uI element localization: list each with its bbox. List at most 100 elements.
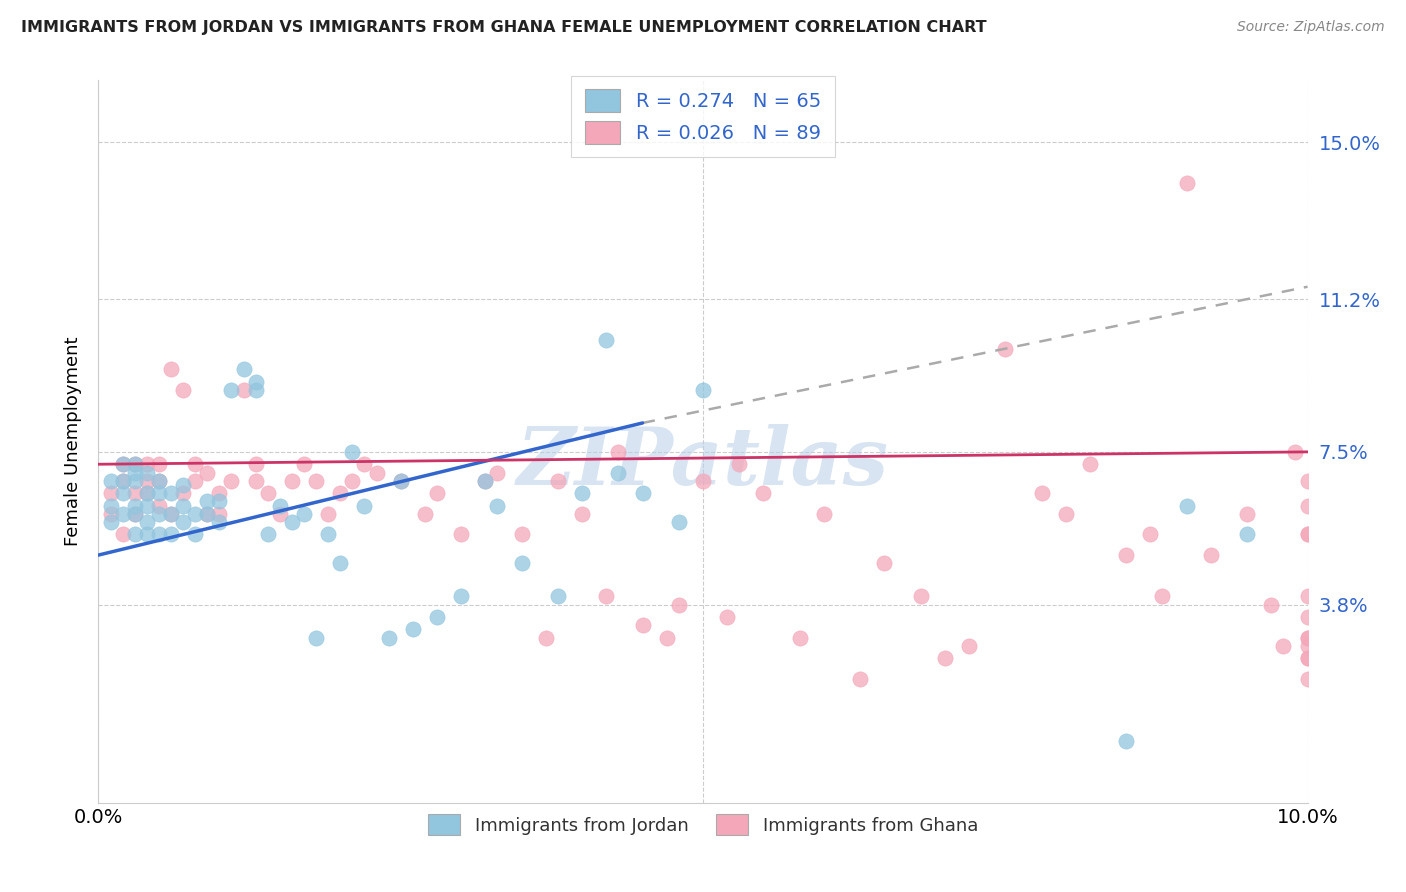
Point <box>486 499 509 513</box>
Point <box>148 527 170 541</box>
Point <box>135 486 157 500</box>
Point <box>1296 639 1319 653</box>
Point <box>607 445 630 459</box>
Point <box>849 672 872 686</box>
Point <box>1296 631 1319 645</box>
Point <box>208 494 231 508</box>
Point <box>148 486 170 500</box>
Point <box>208 507 231 521</box>
Point <box>1272 639 1295 653</box>
Point <box>316 527 339 541</box>
Point <box>256 486 278 500</box>
Point <box>305 631 328 645</box>
Point <box>100 515 122 529</box>
Point <box>124 527 146 541</box>
Text: Source: ZipAtlas.com: Source: ZipAtlas.com <box>1237 20 1385 34</box>
Point <box>668 598 690 612</box>
Point <box>135 457 157 471</box>
Point <box>1296 672 1319 686</box>
Point <box>353 499 375 513</box>
Point <box>1236 507 1258 521</box>
Point <box>510 527 533 541</box>
Point <box>100 486 122 500</box>
Point <box>426 610 449 624</box>
Point <box>124 457 146 471</box>
Point <box>1296 499 1319 513</box>
Point <box>269 499 291 513</box>
Point <box>595 334 617 348</box>
Point <box>957 639 980 653</box>
Point <box>1296 527 1319 541</box>
Point <box>232 362 254 376</box>
Point <box>789 631 811 645</box>
Point <box>195 494 218 508</box>
Point <box>450 527 472 541</box>
Point <box>1284 445 1306 459</box>
Point <box>752 486 775 500</box>
Point <box>571 486 593 500</box>
Point <box>1031 486 1053 500</box>
Point <box>111 486 134 500</box>
Point <box>245 474 267 488</box>
Y-axis label: Female Unemployment: Female Unemployment <box>65 337 83 546</box>
Point <box>486 466 509 480</box>
Point <box>1296 474 1319 488</box>
Point <box>172 515 194 529</box>
Point <box>655 631 678 645</box>
Point <box>1296 651 1319 665</box>
Point <box>172 383 194 397</box>
Point <box>124 457 146 471</box>
Point <box>389 474 412 488</box>
Point <box>934 651 956 665</box>
Point <box>135 515 157 529</box>
Point <box>195 507 218 521</box>
Point <box>221 383 243 397</box>
Point <box>873 557 896 571</box>
Point <box>124 486 146 500</box>
Point <box>124 466 146 480</box>
Point <box>342 474 364 488</box>
Point <box>124 474 146 488</box>
Point <box>1078 457 1101 471</box>
Point <box>111 507 134 521</box>
Point <box>124 507 146 521</box>
Point <box>245 383 267 397</box>
Point <box>316 507 339 521</box>
Point <box>135 466 157 480</box>
Point <box>111 457 134 471</box>
Point <box>305 474 328 488</box>
Point <box>100 507 122 521</box>
Point <box>111 474 134 488</box>
Point <box>135 486 157 500</box>
Point <box>124 499 146 513</box>
Point <box>366 466 388 480</box>
Point <box>994 342 1017 356</box>
Point <box>474 474 496 488</box>
Point <box>148 474 170 488</box>
Point <box>160 362 183 376</box>
Point <box>1260 598 1282 612</box>
Point <box>1152 590 1174 604</box>
Point <box>547 474 569 488</box>
Point <box>148 507 170 521</box>
Point <box>1296 631 1319 645</box>
Point <box>208 515 231 529</box>
Point <box>692 383 714 397</box>
Point <box>1236 527 1258 541</box>
Point <box>148 474 170 488</box>
Point <box>1296 651 1319 665</box>
Point <box>195 507 218 521</box>
Point <box>1296 610 1319 624</box>
Point <box>1175 499 1198 513</box>
Point <box>148 499 170 513</box>
Point <box>111 527 134 541</box>
Point <box>631 486 654 500</box>
Point <box>389 474 412 488</box>
Point <box>292 507 315 521</box>
Point <box>135 499 157 513</box>
Point <box>172 499 194 513</box>
Point <box>160 507 183 521</box>
Point <box>426 486 449 500</box>
Point <box>195 466 218 480</box>
Point <box>1054 507 1077 521</box>
